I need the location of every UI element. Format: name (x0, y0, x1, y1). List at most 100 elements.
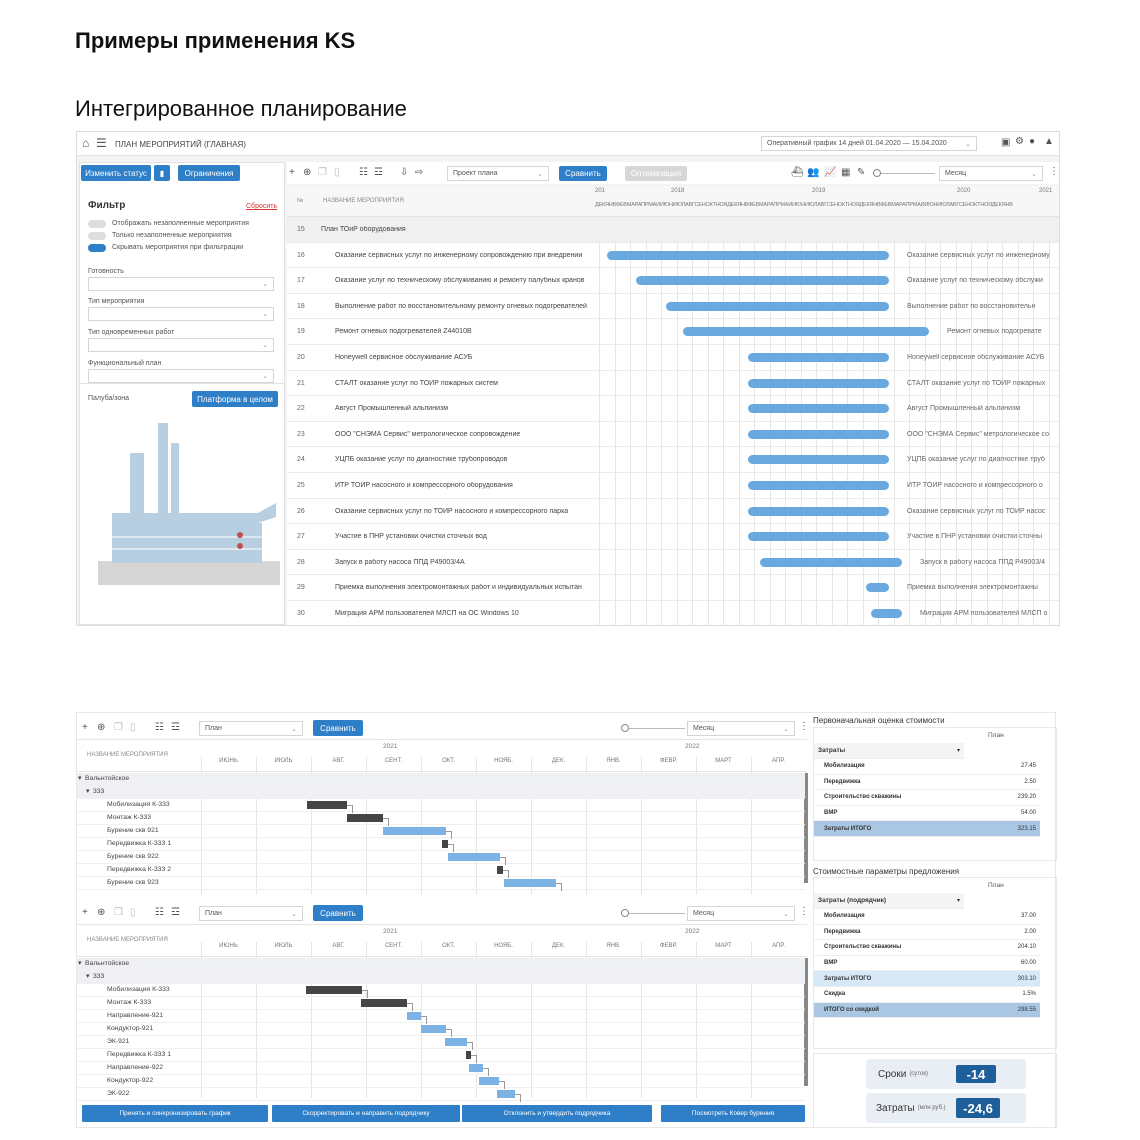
gantt-row[interactable]: 30 Миграция АРМ пользователей МЛСП на ОС … (287, 601, 1059, 625)
gantt-row[interactable]: 29 Приемка выполнения электромонтажных ра… (287, 575, 1059, 601)
event-type-select[interactable]: ⌄ (88, 307, 274, 321)
gantt-bar[interactable] (504, 879, 556, 887)
pen-icon[interactable]: ✎ (857, 167, 866, 178)
toggle-show-empty[interactable] (88, 220, 106, 228)
platform-button[interactable]: Платформа в целом (192, 391, 278, 407)
copy-icon[interactable]: ❐ (114, 722, 123, 733)
gantt-row[interactable]: 16 Оказание сервисных услуг по инженерном… (287, 243, 1059, 269)
gantt-bar[interactable] (497, 866, 503, 874)
platform-image[interactable] (98, 413, 280, 585)
zoom-slider[interactable] (623, 728, 685, 729)
gantt-bar[interactable] (469, 1064, 483, 1072)
zoom-slider-handle[interactable] (621, 724, 629, 732)
expand-icon[interactable]: ▾ (86, 788, 90, 795)
list-icon[interactable]: ☷ (155, 722, 164, 733)
toggle-hide-filtered[interactable] (88, 244, 106, 252)
period-select[interactable]: Месяц ⌄ (939, 166, 1043, 181)
zoom-icon[interactable]: ⊕ (303, 167, 312, 178)
gantt-row[interactable]: Бурение скв 921 (77, 825, 805, 839)
gantt-bar[interactable] (748, 506, 889, 516)
export-icon[interactable]: ⇩ (400, 167, 409, 178)
gantt-bar[interactable] (306, 986, 362, 994)
gantt-row[interactable]: 333 ▾ (77, 786, 805, 799)
gantt-bar[interactable] (866, 583, 889, 593)
zoom-slider-handle[interactable] (873, 169, 881, 177)
zoom-slider[interactable] (623, 913, 685, 914)
gantt-bar[interactable] (748, 378, 889, 388)
reject-approve-button[interactable]: Отклонить и утвердить подрядчика (462, 1105, 652, 1122)
group-row[interactable]: Затраты ▾ (814, 743, 964, 759)
list-icon[interactable]: ☷ (155, 907, 164, 918)
gantt-row[interactable]: 17 Оказание услуг по техническому обслужи… (287, 268, 1059, 294)
gantt-row[interactable]: Кондуктор-921 (77, 1023, 805, 1037)
gantt-bar[interactable] (361, 999, 407, 1007)
scrollbar[interactable] (804, 958, 808, 1086)
chat-icon[interactable]: ● (1029, 136, 1036, 147)
gantt-bar[interactable] (347, 814, 383, 822)
plus-icon[interactable]: + (289, 167, 295, 178)
table-icon[interactable]: ▦ (841, 167, 851, 178)
gantt-row[interactable]: Передвижка К-333 1 (77, 1049, 805, 1063)
gantt-bar[interactable] (445, 1038, 467, 1046)
gantt-bar[interactable] (407, 1012, 421, 1020)
gantt-row[interactable]: Бурение скв 923 (77, 877, 805, 891)
gantt-row[interactable]: Вальнтойское ▾ (77, 773, 805, 786)
gantt-row[interactable]: ЭК-921 (77, 1036, 805, 1050)
gantt-bar[interactable] (421, 1025, 446, 1033)
gantt-bar[interactable] (442, 840, 448, 848)
drilling-carpet-button[interactable]: Посмотреть Ковер бурения (661, 1105, 805, 1122)
gantt-row[interactable]: Мобилизация К-333 (77, 984, 805, 998)
indent-icon[interactable]: ☲ (171, 907, 180, 918)
zoom-icon[interactable]: ⊕ (97, 907, 106, 918)
copy-icon[interactable]: ❐ (114, 907, 123, 918)
plan-select[interactable]: План ⌄ (199, 721, 303, 736)
gantt-row[interactable]: 26 Оказание сервисных услуг по ТОИР насос… (287, 499, 1059, 525)
gantt-bar[interactable] (666, 301, 889, 311)
gantt-row[interactable]: Монтаж К-333 (77, 997, 805, 1011)
more-icon[interactable]: ⋮ (1049, 166, 1059, 177)
gantt-bar[interactable] (466, 1051, 471, 1059)
menu-icon[interactable]: ☰ (96, 136, 107, 150)
gantt-bar[interactable] (871, 609, 902, 618)
gantt-row[interactable]: 21 СТАЛТ оказание услуг по ТОИР пожарных … (287, 371, 1059, 397)
gantt-bar[interactable] (307, 801, 347, 809)
change-status-button[interactable]: Изменить статус (81, 165, 151, 181)
gantt-row[interactable]: 25 ИТР ТОИР насосного и компрессорного об… (287, 473, 1059, 499)
expand-icon[interactable]: ▾ (78, 960, 82, 967)
gantt-row[interactable]: Направление-922 (77, 1062, 805, 1076)
gantt-row[interactable]: ЭК-922 (77, 1088, 805, 1102)
project-select[interactable]: Проект плана ⌄ (447, 166, 549, 181)
group-row[interactable]: 15 План ТОиР оборудования (287, 217, 1059, 243)
gantt-row[interactable]: 19 Ремонт огневых подогревателей Z44010B Р… (287, 319, 1059, 345)
expand-icon[interactable]: ▾ (86, 973, 90, 980)
gantt-bar[interactable] (748, 532, 889, 542)
gantt-bar[interactable] (448, 853, 500, 861)
trash-icon[interactable]: ▯ (130, 907, 136, 918)
gantt-bar[interactable] (636, 276, 889, 286)
functional-plan-select[interactable]: ⌄ (88, 369, 274, 383)
gantt-row[interactable]: Передвижка К-333 1 (77, 838, 805, 852)
users-icon[interactable]: 👥 (807, 167, 820, 178)
import-icon[interactable]: ⇨ (415, 167, 424, 178)
indent-icon[interactable]: ☲ (374, 167, 383, 178)
more-icon[interactable]: ⋮ (799, 721, 809, 732)
expand-icon[interactable]: ▾ (78, 775, 82, 782)
compare-button[interactable]: Сравнить (313, 720, 363, 736)
gantt-row[interactable]: 24 УЦПБ оказание услуг по диагностике тру… (287, 447, 1059, 473)
schedule-select[interactable]: Оперативный график 14 дней 01.04.2020 — … (761, 136, 977, 151)
gantt-bar[interactable] (748, 353, 889, 362)
trash-icon[interactable]: ▯ (334, 167, 340, 178)
gantt-bar[interactable] (748, 455, 889, 465)
toggle-only-empty[interactable] (88, 232, 106, 240)
readiness-select[interactable]: ⌄ (88, 277, 274, 291)
gantt-row[interactable]: Передвижка К-333 2 (77, 864, 805, 878)
gantt-row[interactable]: Бурение скв 922 (77, 851, 805, 865)
zoom-slider[interactable] (873, 173, 935, 174)
compare-button[interactable]: Сравнить (559, 166, 607, 181)
gantt-bar[interactable] (607, 250, 889, 260)
gantt-bar[interactable] (748, 429, 889, 439)
gantt-row[interactable]: Мобилизация К-333 (77, 799, 805, 813)
gantt-row[interactable]: Кондуктор-922 (77, 1075, 805, 1089)
gantt-row[interactable]: Направление-921 (77, 1010, 805, 1024)
group-row[interactable]: Затраты (подрядчик) ▾ (814, 893, 964, 909)
